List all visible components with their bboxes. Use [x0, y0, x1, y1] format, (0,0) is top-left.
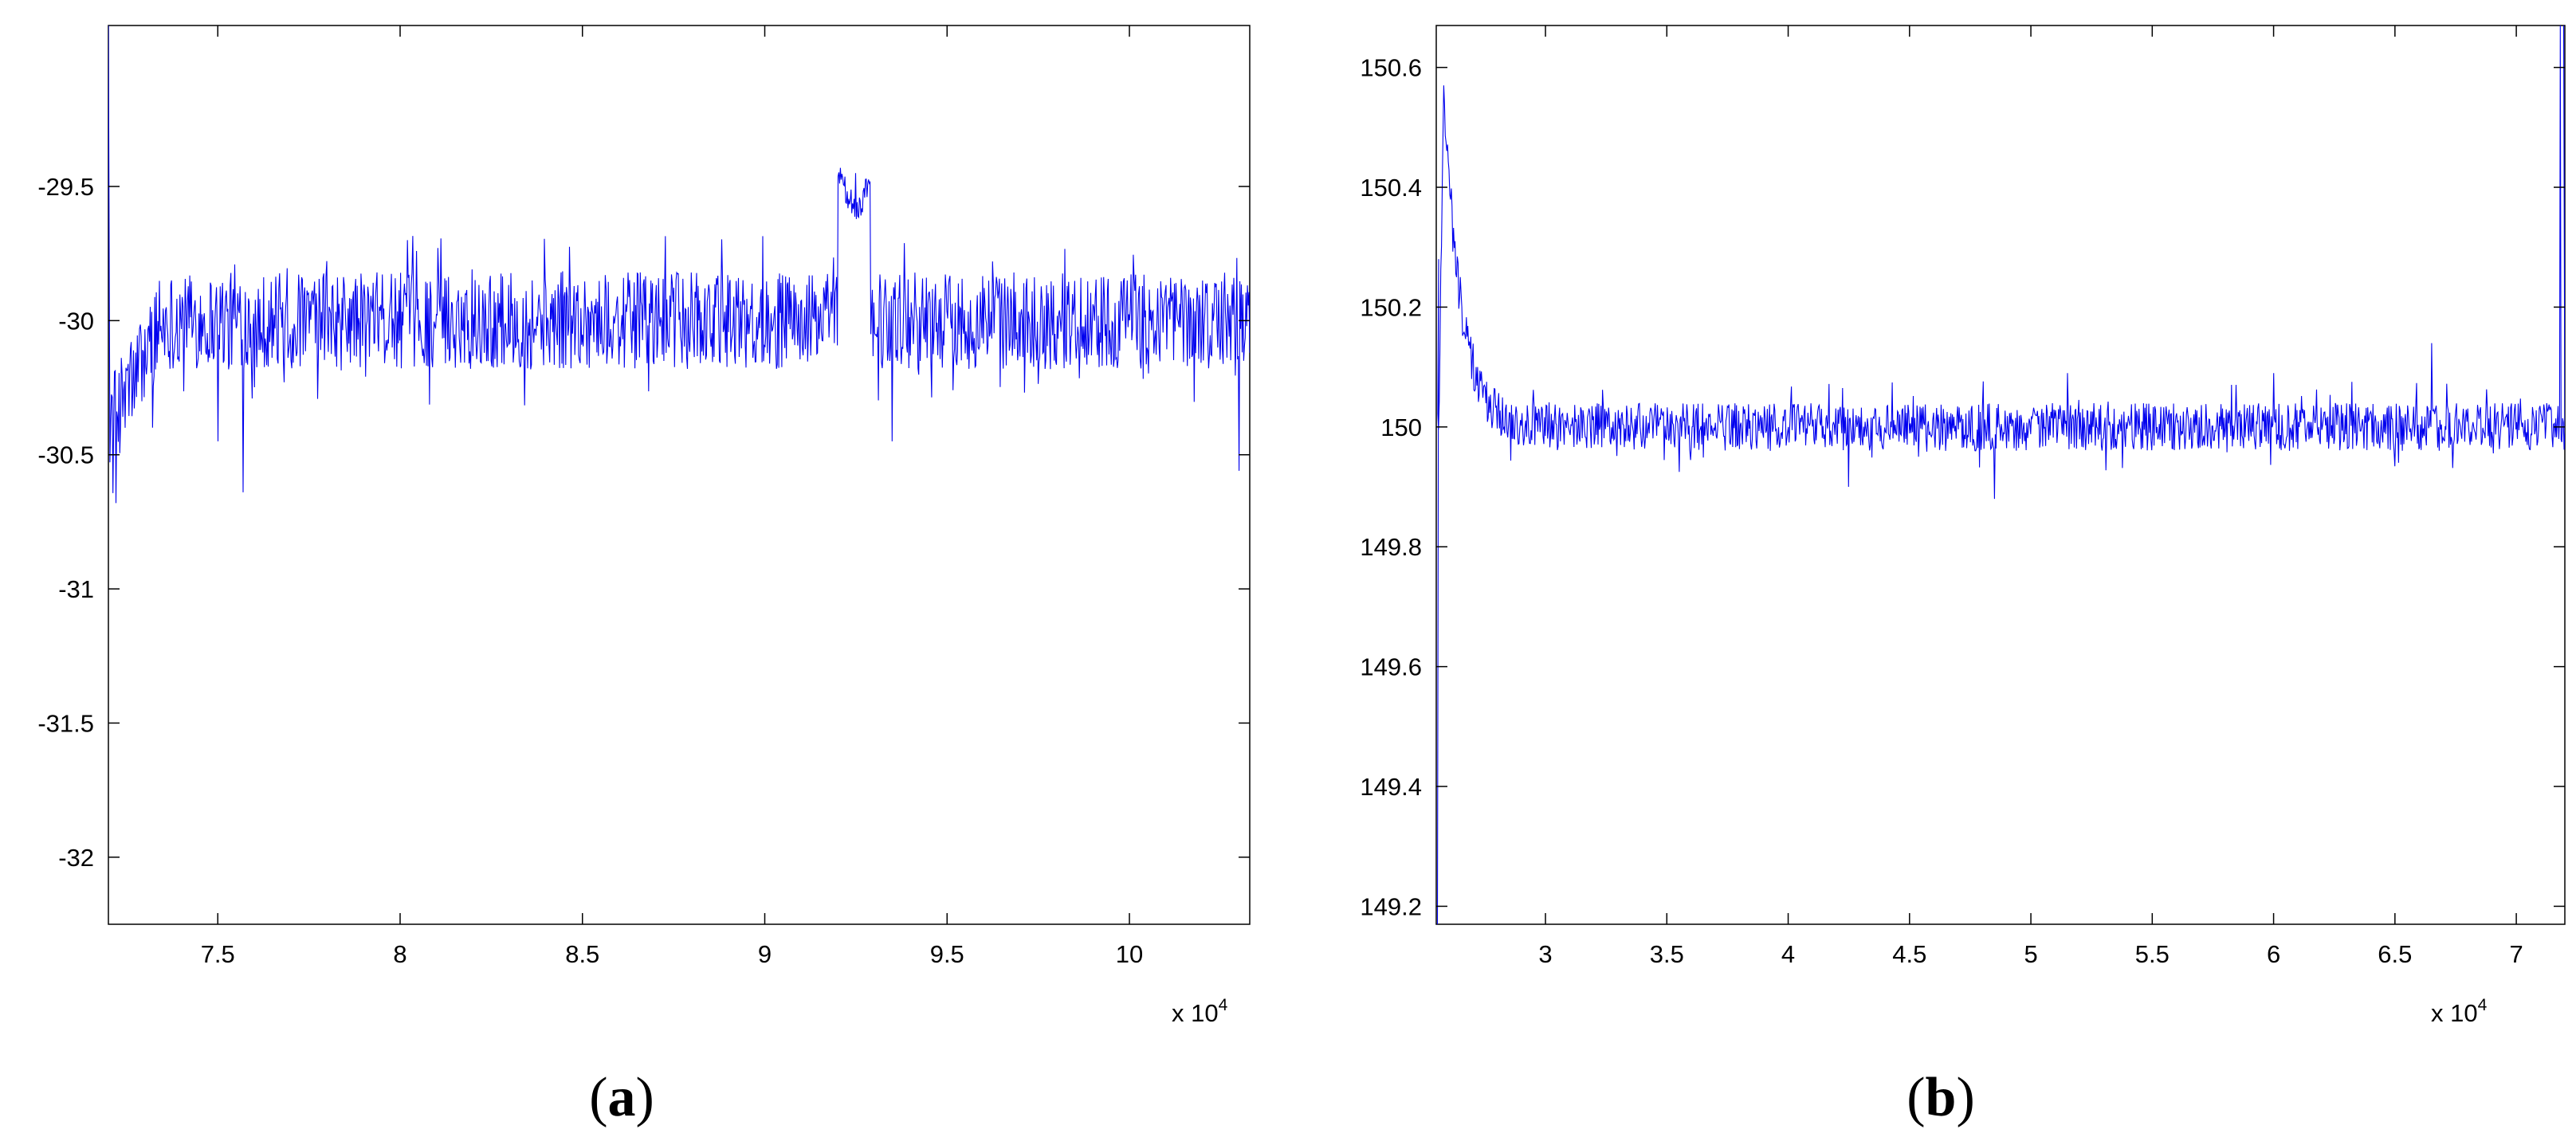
chart-a: 7.5 8 8.5 9 9.5 10 -29.5 -30 -30.5 -31 -31.5 -32 x 1…	[37, 25, 1251, 1128]
series-line	[108, 25, 1250, 504]
x-tick-label: 7.5	[201, 940, 235, 968]
plot-frame	[1435, 25, 2566, 925]
chart-b: 3 3.5 4 4.5 5 5.5 6 6.5 7 150.6 150.4 150.2 150 149.8…	[1360, 25, 2566, 1128]
x-tick-label: 5.5	[2135, 940, 2170, 968]
y-tick-label: 149.8	[1360, 533, 1422, 561]
x-tick-label: 6.5	[2378, 940, 2412, 968]
y-tick-label: -31.5	[37, 709, 94, 737]
panel-label: (a)	[589, 1067, 654, 1128]
x-tick-label: 8.5	[565, 940, 599, 968]
y-tick-label: 150.4	[1360, 174, 1422, 202]
y-tick-label: -32	[58, 844, 94, 872]
y-tick-label: -31	[58, 575, 94, 603]
y-tick-label: -30.5	[37, 441, 94, 469]
x-tick-label: 9.5	[930, 940, 964, 968]
x-tick-label: 5	[2024, 940, 2037, 968]
y-tick-label: -30	[58, 307, 94, 335]
y-tick-label: 150.2	[1360, 293, 1422, 321]
x-tick-label: 3	[1538, 940, 1552, 968]
x-tick-label: 10	[1116, 940, 1143, 968]
x-axis-multiplier: x 104	[2431, 996, 2488, 1027]
x-tick-label: 9	[758, 940, 772, 968]
y-tick-label: 150.6	[1360, 54, 1422, 82]
x-tick-label: 4.5	[1892, 940, 1926, 968]
x-tick-label: 7	[2509, 940, 2523, 968]
x-axis-multiplier: x 104	[1172, 996, 1228, 1027]
y-tick-label: 149.6	[1360, 653, 1422, 681]
panel-label: (b)	[1906, 1067, 1975, 1128]
x-tick-label: 6	[2267, 940, 2280, 968]
y-tick-label: -29.5	[37, 173, 94, 201]
plot-frame	[108, 25, 1251, 925]
x-tick-label: 4	[1781, 940, 1795, 968]
y-tick-label: 149.2	[1360, 892, 1422, 920]
x-tick-label: 3.5	[1650, 940, 1684, 968]
y-tick-label: 150	[1380, 414, 1422, 441]
series-line	[1436, 25, 2565, 924]
x-tick-label: 8	[393, 940, 406, 968]
y-tick-label: 149.4	[1360, 773, 1422, 801]
